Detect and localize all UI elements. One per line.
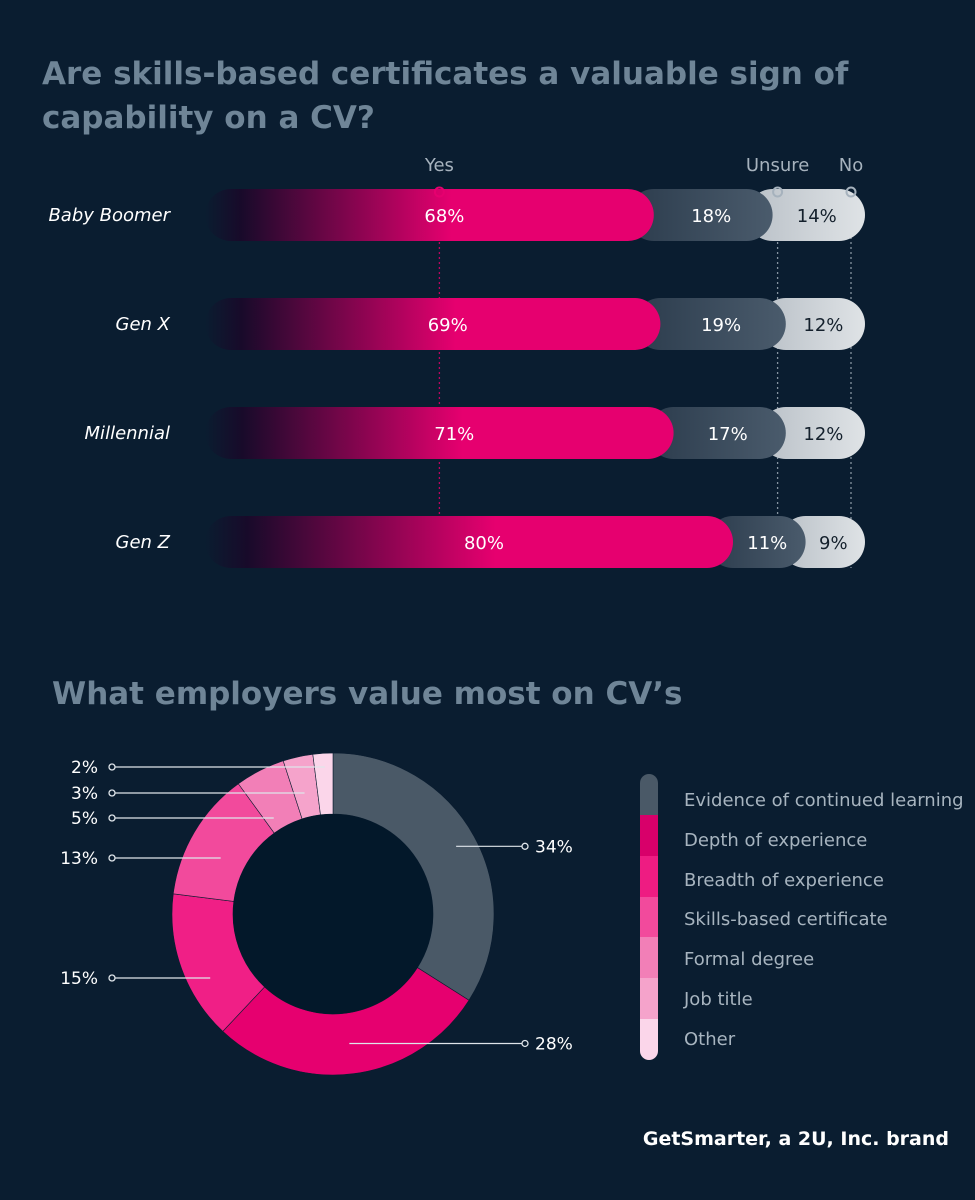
value-label-yes-gen-x: 69% [428, 315, 468, 336]
value-label-no-millennial: 12% [803, 424, 843, 445]
bar-no-millennial [759, 407, 865, 459]
legend-swatch-evidence-of-continued-learning [640, 774, 658, 815]
slice-label-other: 2% [71, 758, 98, 778]
legend-item-formal-degree: Formal degree [684, 949, 815, 971]
callout-dot-breadth-of-experience [108, 974, 116, 982]
category-label-millennial: Millennial [85, 423, 170, 444]
legend-marker-unsure [772, 186, 784, 198]
bar-yes-gen-z [205, 516, 733, 568]
value-label-unsure-gen-x: 19% [701, 315, 741, 336]
category-label-gen-z: Gen Z [116, 532, 171, 553]
legend-swatch-formal-degree [640, 937, 658, 979]
callout-dot-formal-degree [108, 814, 116, 822]
value-label-unsure-baby-boomer: 18% [691, 206, 731, 227]
category-label-gen-x: Gen X [116, 314, 171, 335]
slice-label-breadth-of-experience: 15% [60, 969, 98, 989]
callout-dot-job-title [108, 789, 116, 797]
value-label-no-gen-x: 12% [803, 315, 843, 336]
donut-chart: 34% 28% 15% 13% 5% 3% 2% [60, 752, 573, 1076]
legend-marker-no [845, 186, 857, 198]
legend-label-unsure: Unsure [746, 155, 809, 176]
legend-item-skills-based-certificate: Skills-based certificate [684, 909, 888, 931]
donut-hole [233, 814, 433, 1014]
bar-yes-gen-x [205, 298, 661, 350]
legend-swatch-depth-of-experience [640, 814, 658, 856]
slice-label-evidence-of-continued-learning: 34% [535, 837, 573, 857]
slice-label-formal-degree: 5% [71, 809, 98, 829]
donut-title: What employers value most on CV’s [52, 676, 683, 712]
bar-unsure-gen-z [707, 516, 806, 568]
value-label-no-baby-boomer: 14% [797, 206, 837, 227]
chart-title: Are skills-based certificates a valuable… [42, 56, 849, 136]
callout-dot-skills-based-certificate [108, 854, 116, 862]
slice-label-depth-of-experience: 28% [535, 1034, 573, 1054]
legend-swatch-breadth-of-experience [640, 855, 658, 897]
stacked-bar-chart: Baby Boomer 68% 18% 14% Gen X 69% 19% 12% Millen… [48, 155, 865, 568]
bar-yes-baby-boomer [205, 189, 654, 241]
value-label-yes-baby-boomer: 68% [424, 206, 464, 227]
legend-item-breadth-of-experience: Breadth of experience [684, 869, 884, 891]
bar-no-gen-x [759, 298, 865, 350]
legend-item-evidence-of-continued-learning: Evidence of continued learning [684, 790, 964, 811]
bar-unsure-gen-x [634, 298, 786, 350]
legend-item-other: Other [684, 1028, 736, 1050]
bar-unsure-millennial [647, 407, 786, 459]
bar-unsure-baby-boomer [627, 189, 773, 241]
brand-footer: GetSmarter, a 2U, Inc. brand [642, 1128, 949, 1150]
legend-label-no: No [839, 155, 863, 176]
donut-legend: Evidence of continued learning Depth of e… [640, 774, 975, 1060]
callout-dot-evidence-of-continued-learning [521, 842, 529, 850]
slice-label-job-title: 3% [71, 784, 98, 804]
legend-item-depth-of-experience: Depth of experience [684, 829, 868, 851]
value-label-unsure-millennial: 17% [708, 424, 748, 445]
value-label-yes-millennial: 71% [434, 424, 474, 445]
legend-label-yes: Yes [424, 155, 454, 176]
legend-swatch-other [640, 1019, 658, 1060]
slice-label-skills-based-certificate: 13% [60, 849, 98, 869]
callout-dot-other [108, 763, 116, 771]
value-label-yes-gen-z: 80% [464, 533, 504, 554]
value-label-unsure-gen-z: 11% [747, 533, 787, 554]
bar-yes-millennial [205, 407, 674, 459]
category-label-baby-boomer: Baby Boomer [48, 205, 171, 226]
callout-dot-depth-of-experience [521, 1039, 529, 1048]
legend-swatch-skills-based-certificate [640, 896, 658, 938]
legend-marker-yes [433, 186, 445, 198]
value-label-no-gen-z: 9% [819, 533, 848, 554]
legend-swatch-job-title [640, 978, 658, 1020]
legend-color-strip [640, 774, 658, 1060]
bar-no-baby-boomer [746, 189, 865, 241]
legend-item-job-title: Job title [684, 989, 753, 1010]
